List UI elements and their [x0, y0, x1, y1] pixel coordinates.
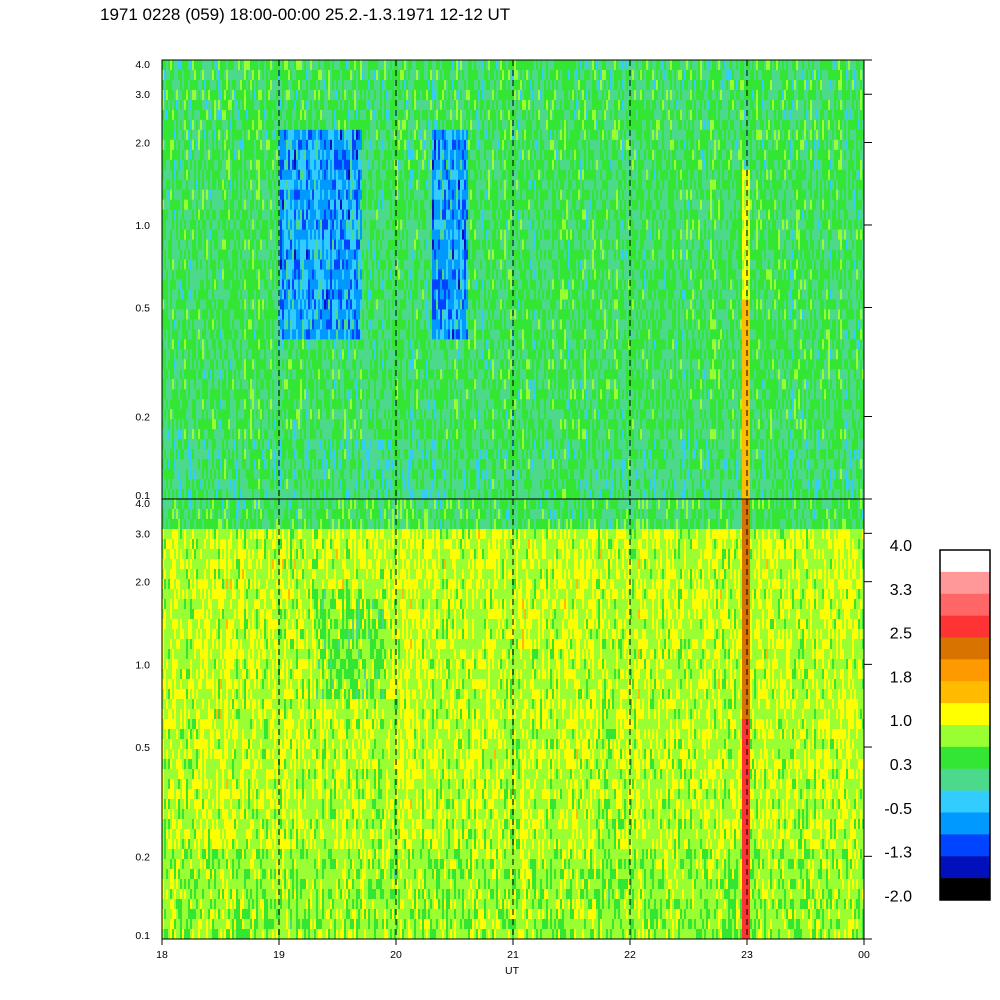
colorbar-tick-label: 0.3	[890, 757, 912, 774]
colorbar-swatch	[940, 594, 990, 616]
colorbar-tick-label: 1.0	[890, 713, 912, 730]
colorbar-swatch	[940, 572, 990, 594]
y-tick-label: 1.0	[135, 659, 150, 671]
colorbar-swatch	[940, 616, 990, 638]
y-tick-label: 4.0	[135, 498, 150, 510]
y-tick-label: 0.5	[135, 742, 150, 754]
x-axis-label: UT	[505, 965, 520, 977]
y-tick-label: 2.0	[135, 577, 150, 589]
colorbar-swatch	[940, 878, 990, 900]
y-tick-label: 2.0	[135, 137, 150, 149]
chart-title: 1971 0228 (059) 18:00-00:00 25.2.-1.3.19…	[100, 5, 510, 24]
x-tick-label: 21	[507, 949, 519, 961]
colorbar-swatch	[940, 550, 990, 572]
colorbar-tick-label: 4.0	[890, 538, 912, 555]
colorbar-tick-label: 3.3	[890, 582, 912, 599]
y-tick-label: 3.0	[135, 89, 150, 101]
colorbar-tick-label: 2.5	[890, 626, 912, 643]
x-tick-label: 23	[741, 949, 753, 961]
y-tick-label: 4.0	[135, 59, 150, 71]
x-tick-label: 00	[858, 949, 870, 961]
lower-panel	[162, 499, 864, 939]
colorbar-tick-label: -1.3	[884, 845, 912, 862]
y-tick-label: 1.0	[135, 220, 150, 232]
x-tick-label: 20	[390, 949, 402, 961]
y-tick-label: 0.1	[135, 930, 150, 942]
colorbar-swatch	[940, 638, 990, 660]
x-tick-label: 18	[156, 949, 168, 961]
colorbar-swatch	[940, 703, 990, 725]
colorbar-swatch	[940, 659, 990, 681]
colorbar-swatch	[940, 813, 990, 835]
colorbar-tick-label: -0.5	[884, 801, 912, 818]
upper-panel	[162, 60, 864, 499]
colorbar-swatch	[940, 681, 990, 703]
y-tick-label: 0.2	[135, 412, 150, 424]
colorbar-swatch	[940, 856, 990, 878]
x-tick-label: 19	[273, 949, 285, 961]
colorbar-swatch	[940, 725, 990, 747]
colorbar-tick-label: 1.8	[890, 669, 912, 686]
colorbar: 4.0 3.3 2.5 1.8 1.0 0.3 -0.5 -1.3 -2.0	[884, 538, 990, 905]
x-tick-label: 22	[624, 949, 636, 961]
colorbar-tick-label: -2.0	[884, 888, 912, 905]
y-tick-label: 3.0	[135, 528, 150, 540]
colorbar-swatch	[940, 747, 990, 769]
y-tick-label: 0.5	[135, 302, 150, 314]
colorbar-swatch	[940, 791, 990, 813]
y-tick-label: 0.2	[135, 851, 150, 863]
x-axis-ticks: 18 19 20 21 22 23 00	[156, 939, 870, 961]
colorbar-swatch	[940, 769, 990, 791]
colorbar-swatch	[940, 834, 990, 856]
